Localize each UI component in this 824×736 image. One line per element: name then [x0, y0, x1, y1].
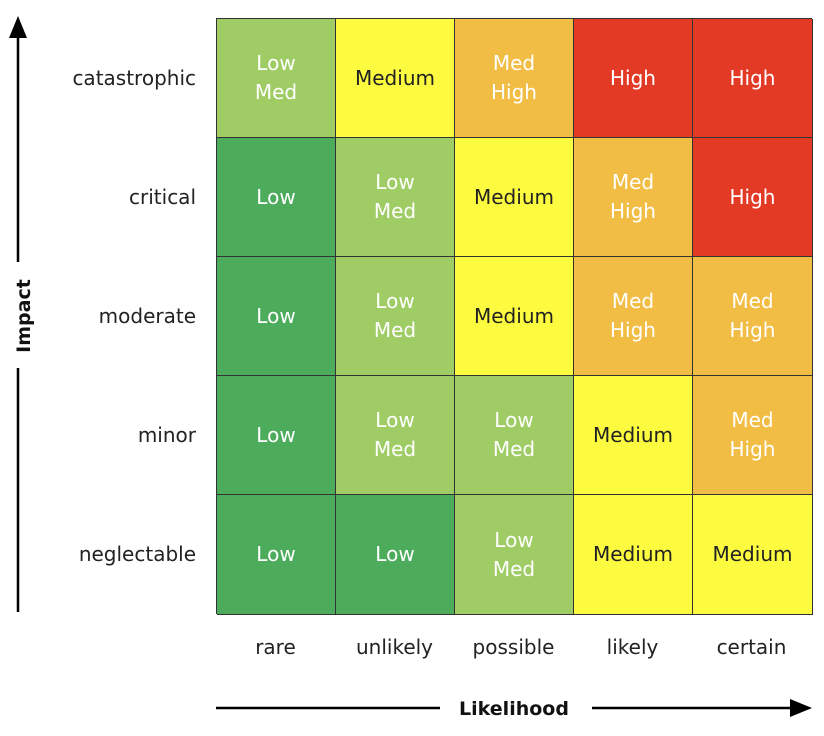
- risk-cell-text: Med: [731, 289, 774, 313]
- risk-cell-text: High: [491, 80, 537, 104]
- risk-cell: Med High: [455, 19, 574, 138]
- risk-cell: High: [693, 19, 813, 138]
- risk-cell-text: Low: [375, 408, 415, 432]
- risk-cell-text: Med: [373, 318, 417, 342]
- risk-cell-text: Low: [256, 303, 296, 328]
- risk-cell-text: Med: [492, 51, 536, 75]
- risk-cell: Med High: [574, 138, 693, 257]
- risk-cell: Low: [336, 495, 455, 615]
- risk-cell-text: Med: [492, 556, 536, 581]
- risk-cell-text: Low: [256, 51, 296, 75]
- risk-cell: Med High: [693, 257, 813, 376]
- risk-cell: Medium: [574, 376, 693, 495]
- risk-cell-text: Medium: [355, 65, 435, 90]
- risk-cell-text: Low: [256, 422, 296, 447]
- risk-cell-text: High: [610, 318, 656, 342]
- risk-cell-text: High: [729, 437, 776, 461]
- risk-cell: Low Med: [217, 19, 336, 138]
- risk-cell: Low Med: [455, 495, 574, 615]
- risk-cell: Med High: [693, 376, 813, 495]
- column-label-4: certain: [716, 635, 787, 659]
- risk-cell: Low: [217, 376, 336, 495]
- risk-cell: Low Med: [455, 376, 574, 495]
- risk-cell: Medium: [574, 495, 693, 615]
- risk-cell-text: Low: [375, 170, 415, 194]
- risk-cell-text: Medium: [712, 542, 793, 566]
- column-label-0: rare: [255, 635, 296, 659]
- risk-cell: Medium: [693, 495, 813, 615]
- column-label-3: likely: [606, 635, 659, 659]
- risk-cell-text: High: [610, 199, 656, 223]
- column-label-2: possible: [472, 635, 555, 659]
- risk-cell-text: Medium: [593, 422, 673, 447]
- risk-cell-text: Low: [494, 408, 534, 432]
- y-axis-title: Impact: [13, 279, 35, 353]
- risk-cell: High: [693, 138, 813, 257]
- risk-cell: Medium: [455, 138, 574, 257]
- risk-cell: Medium: [336, 19, 455, 138]
- risk-cell: Low Med: [336, 376, 455, 495]
- x-axis-title: Likelihood: [459, 698, 569, 720]
- risk-cell-text: Med: [611, 289, 655, 313]
- risk-cell: Low: [217, 495, 336, 615]
- y-axis-arrowhead: [9, 16, 27, 38]
- row-label-2: moderate: [98, 303, 196, 328]
- row-label-4: neglectable: [78, 542, 196, 566]
- risk-cell-text: Med: [731, 408, 774, 432]
- risk-cell-text: Med: [373, 199, 417, 223]
- risk-cell-text: Medium: [474, 303, 554, 328]
- risk-cell-text: Low: [256, 184, 296, 209]
- risk-cell: Low Med: [336, 257, 455, 376]
- row-label-3: minor: [137, 422, 196, 447]
- risk-cell: Low: [217, 257, 336, 376]
- risk-cell-text: High: [610, 65, 656, 90]
- risk-cell-text: Low: [375, 289, 415, 313]
- risk-cell-text: Med: [492, 437, 536, 461]
- risk-cell-text: Med: [254, 80, 298, 104]
- risk-cell-text: Low: [375, 542, 415, 566]
- risk-cell: Med High: [574, 257, 693, 376]
- risk-matrix-grid: Low Med Medium Med High High High Low Low Med Medi…: [216, 18, 813, 615]
- row-label-1: critical: [129, 184, 196, 209]
- risk-cell-text: High: [729, 65, 776, 90]
- risk-cell: Low Med: [336, 138, 455, 257]
- risk-cell: High: [574, 19, 693, 138]
- row-label-0: catastrophic: [72, 65, 196, 90]
- risk-cell-text: Low: [256, 542, 296, 566]
- risk-cell-text: Medium: [474, 184, 554, 209]
- risk-cell-text: High: [729, 184, 776, 209]
- risk-cell-text: Med: [611, 170, 655, 194]
- column-label-1: unlikely: [355, 635, 434, 659]
- risk-cell-text: Low: [494, 527, 534, 552]
- x-axis-arrowhead: [790, 699, 812, 717]
- risk-cell-text: High: [729, 318, 776, 342]
- risk-cell-text: Medium: [593, 542, 673, 566]
- risk-cell: Low: [217, 138, 336, 257]
- risk-cell: Medium: [455, 257, 574, 376]
- risk-cell-text: Med: [373, 437, 417, 461]
